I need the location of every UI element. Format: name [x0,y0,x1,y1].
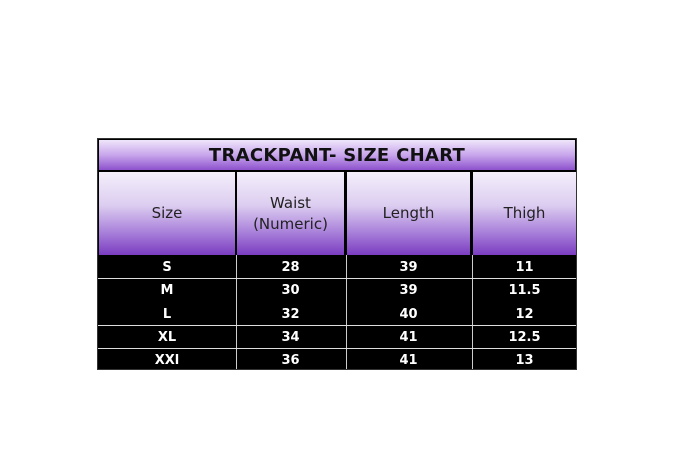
table-cell: 13 [515,352,534,368]
table-cell: 12.5 [508,329,541,345]
table-cell: 40 [399,306,418,322]
row-divider [98,278,576,279]
column-divider [472,255,473,369]
table-cell: 11 [515,259,534,275]
table-title: TRACKPANT- SIZE CHART [99,140,575,170]
table-cell: XXl [154,352,180,368]
table-cell: 41 [399,352,418,368]
row-divider [98,348,576,349]
table-cell: 36 [281,352,300,368]
column-divider [346,255,347,369]
table-cell: 28 [281,259,300,275]
table-cell: M [160,282,174,298]
column-header: Size [99,172,235,255]
table-cell: S [162,259,172,275]
column-header: Thigh [473,172,576,255]
column-header: Length [347,172,470,255]
table-cell: L [162,306,172,322]
size-chart-table: TRACKPANT- SIZE CHART Size Waist (Numeric… [97,138,577,370]
table-cell: 39 [399,282,418,298]
table-cell: 11.5 [508,282,541,298]
table-cell: 41 [399,329,418,345]
table-cell: XL [157,329,177,345]
table-cell: 39 [399,259,418,275]
table-cell: 12 [515,306,534,322]
table-cell: 30 [281,282,300,298]
row-divider [98,325,576,326]
column-divider [236,255,237,369]
column-header: Waist (Numeric) [237,172,344,255]
table-cell: 32 [281,306,300,322]
table-cell: 34 [281,329,300,345]
